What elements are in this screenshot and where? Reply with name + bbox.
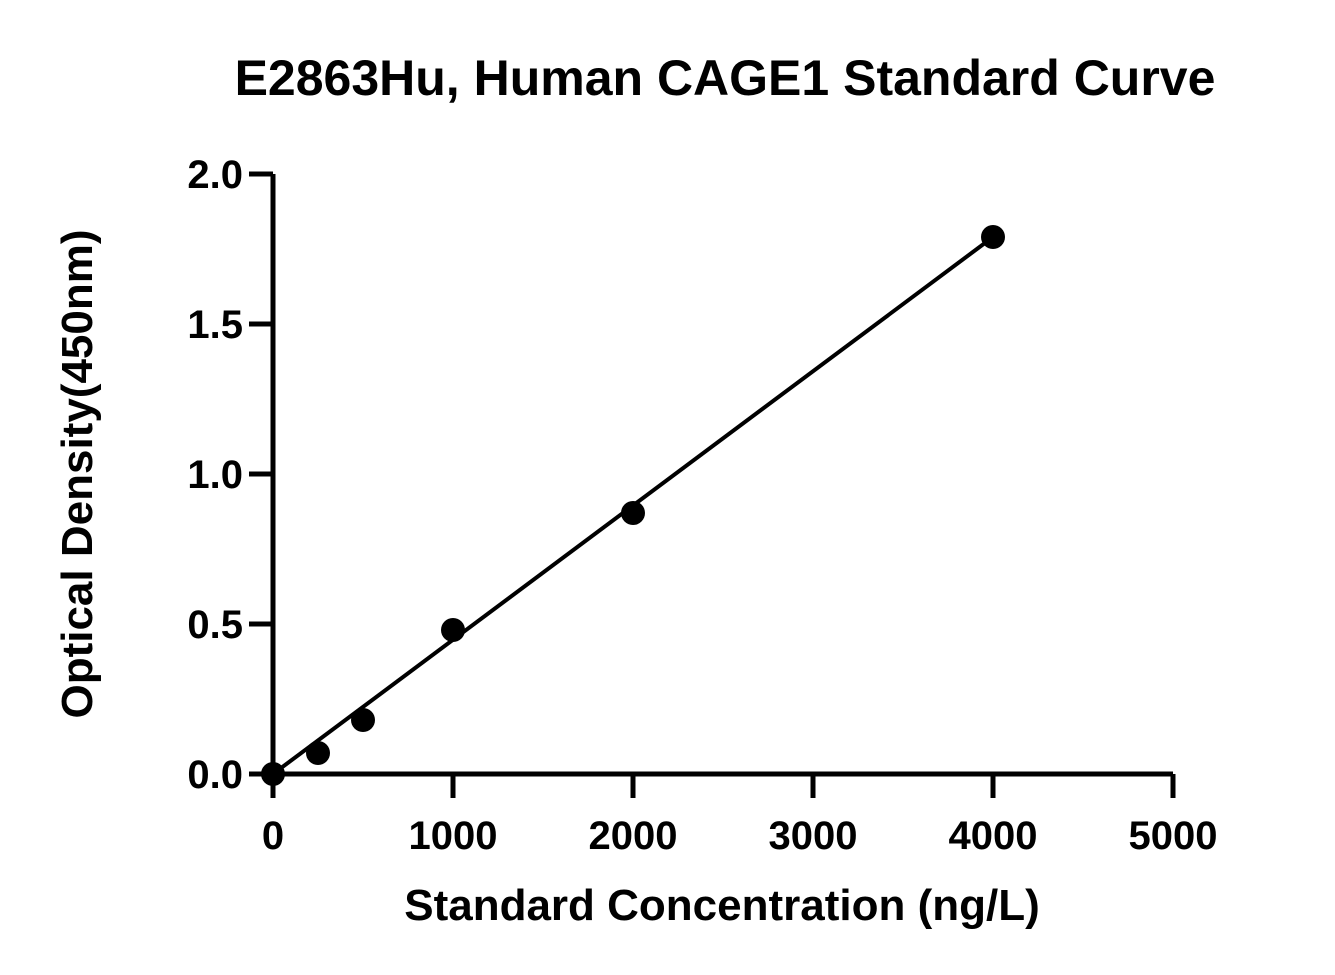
x-tick-label: 1000: [409, 814, 498, 858]
y-axis-label: Optical Density(450nm): [53, 229, 102, 718]
x-tick-label: 5000: [1129, 814, 1218, 858]
x-tick-label: 4000: [949, 814, 1038, 858]
data-point: [261, 762, 285, 786]
y-tick-label: 0.5: [187, 603, 243, 647]
data-point: [441, 618, 465, 642]
y-tick-label: 1.0: [187, 453, 243, 497]
y-tick-label: 0.0: [187, 753, 243, 797]
x-axis-label: Standard Concentration (ng/L): [404, 881, 1040, 930]
data-point: [981, 225, 1005, 249]
data-point: [306, 741, 330, 765]
chart-title: E2863Hu, Human CAGE1 Standard Curve: [235, 50, 1216, 106]
data-point: [351, 708, 375, 732]
plot-area: 0 1000 2000 3000 4000 5000 0.0 0.5 1.0 1.5 2.0: [187, 153, 1217, 858]
x-tick-label: 3000: [769, 814, 858, 858]
data-point: [621, 501, 645, 525]
y-tick-label: 1.5: [187, 303, 243, 347]
x-tick-label: 2000: [589, 814, 678, 858]
x-tick-label: 0: [262, 814, 284, 858]
y-tick-label: 2.0: [187, 153, 243, 197]
